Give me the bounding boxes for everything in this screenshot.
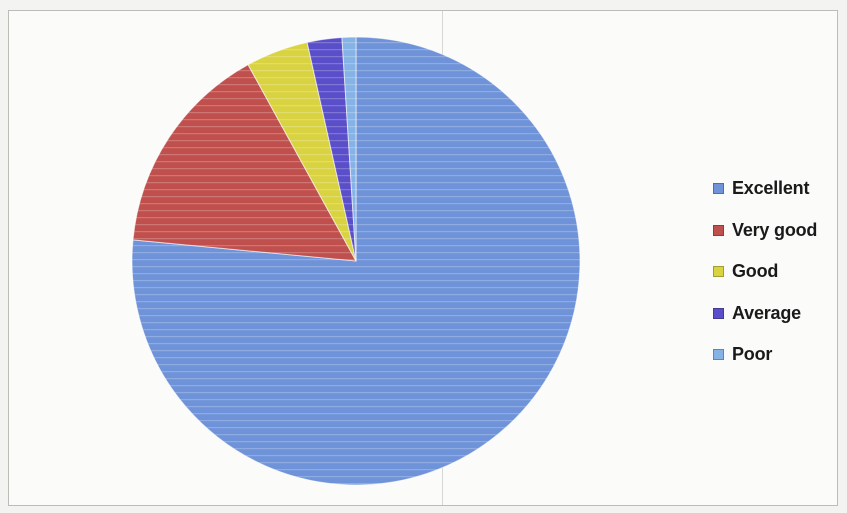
pie-slices <box>131 36 581 486</box>
legend-label: Very good <box>732 219 818 240</box>
legend: Excellent Very good Good Average Poor <box>713 168 817 376</box>
legend-item-very-good: Very good <box>713 210 817 252</box>
legend-label: Good <box>732 261 779 282</box>
legend-item-excellent: Excellent <box>713 168 817 210</box>
legend-label: Poor <box>732 344 773 365</box>
legend-label: Excellent <box>732 178 810 199</box>
legend-item-poor: Poor <box>713 334 817 376</box>
legend-item-average: Average <box>713 293 817 335</box>
legend-swatch <box>713 349 724 361</box>
legend-item-good: Good <box>713 251 817 293</box>
legend-swatch <box>713 307 724 319</box>
legend-swatch <box>713 266 724 278</box>
legend-swatch <box>713 224 724 236</box>
legend-swatch <box>713 183 724 195</box>
legend-label: Average <box>732 302 801 323</box>
